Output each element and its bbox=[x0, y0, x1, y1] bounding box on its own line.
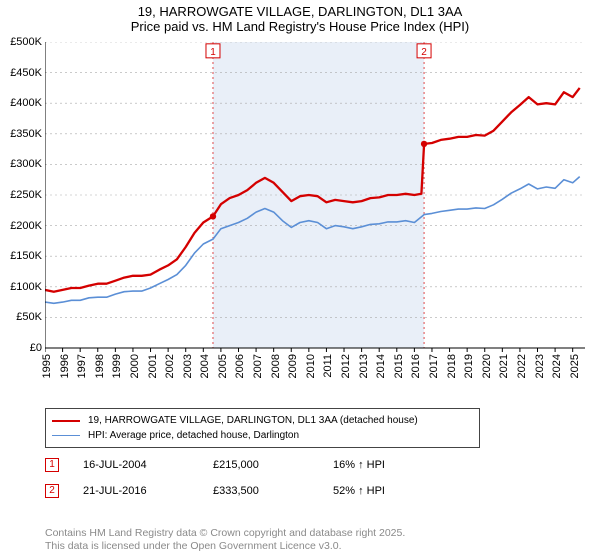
x-tick-label: 2001 bbox=[147, 354, 159, 378]
chart-svg: 12 bbox=[45, 42, 585, 382]
x-tick-label: 2023 bbox=[534, 354, 546, 378]
marker-1-icon: 1 bbox=[45, 458, 59, 472]
x-tick-label: 2025 bbox=[569, 354, 581, 378]
x-tick-label: 2018 bbox=[446, 354, 458, 378]
legend-row-2: HPI: Average price, detached house, Darl… bbox=[52, 428, 473, 443]
x-tick-label: 2006 bbox=[234, 354, 246, 378]
x-tick-label: 2005 bbox=[217, 354, 229, 378]
attribution-line-1: Contains HM Land Registry data © Crown c… bbox=[45, 527, 405, 541]
x-tick-label: 2009 bbox=[287, 354, 299, 378]
y-tick-label: £300K bbox=[0, 158, 42, 170]
transaction-row-1: 1 16-JUL-2004 £215,000 16% ↑ HPI bbox=[45, 452, 453, 478]
x-tick-label: 2017 bbox=[428, 354, 440, 378]
x-tick-label: 2021 bbox=[498, 354, 510, 378]
y-tick-label: £100K bbox=[0, 281, 42, 293]
x-tick-label: 2022 bbox=[516, 354, 528, 378]
x-tick-label: 2011 bbox=[322, 354, 334, 378]
title-line-1: 19, HARROWGATE VILLAGE, DARLINGTON, DL1 … bbox=[0, 4, 600, 19]
x-tick-label: 1999 bbox=[111, 354, 123, 378]
title-line-2: Price paid vs. HM Land Registry's House … bbox=[0, 19, 600, 34]
x-tick-label: 1996 bbox=[59, 354, 71, 378]
transaction-1-price: £215,000 bbox=[213, 459, 333, 471]
transaction-2-date: 21-JUL-2016 bbox=[83, 485, 213, 497]
y-tick-label: £450K bbox=[0, 67, 42, 79]
x-tick-label: 2012 bbox=[340, 354, 352, 378]
y-tick-label: £150K bbox=[0, 250, 42, 262]
x-tick-label: 2003 bbox=[182, 354, 194, 378]
x-tick-label: 2008 bbox=[270, 354, 282, 378]
transaction-row-2: 2 21-JUL-2016 £333,500 52% ↑ HPI bbox=[45, 478, 453, 504]
y-tick-label: £500K bbox=[0, 36, 42, 48]
x-tick-label: 1998 bbox=[94, 354, 106, 378]
legend-swatch-blue bbox=[52, 435, 80, 436]
marker-2-icon: 2 bbox=[45, 484, 59, 498]
legend: 19, HARROWGATE VILLAGE, DARLINGTON, DL1 … bbox=[45, 408, 480, 448]
x-tick-label: 2016 bbox=[410, 354, 422, 378]
x-tick-label: 2004 bbox=[199, 354, 211, 378]
chart-plot-area: 12 bbox=[45, 42, 585, 382]
transaction-1-pct: 16% ↑ HPI bbox=[333, 459, 453, 471]
transaction-2-pct: 52% ↑ HPI bbox=[333, 485, 453, 497]
attribution: Contains HM Land Registry data © Crown c… bbox=[45, 527, 405, 554]
x-tick-label: 2007 bbox=[252, 354, 264, 378]
x-tick-label: 2000 bbox=[129, 354, 141, 378]
y-tick-label: £350K bbox=[0, 128, 42, 140]
legend-swatch-red bbox=[52, 420, 80, 422]
x-tick-label: 1995 bbox=[41, 354, 53, 378]
y-tick-label: £250K bbox=[0, 189, 42, 201]
y-tick-label: £200K bbox=[0, 220, 42, 232]
y-tick-label: £400K bbox=[0, 97, 42, 109]
x-tick-label: 2024 bbox=[551, 354, 563, 378]
transaction-2-price: £333,500 bbox=[213, 485, 333, 497]
chart-title: 19, HARROWGATE VILLAGE, DARLINGTON, DL1 … bbox=[0, 0, 600, 36]
svg-text:1: 1 bbox=[210, 47, 216, 58]
x-tick-label: 2014 bbox=[375, 354, 387, 378]
x-tick-label: 2002 bbox=[164, 354, 176, 378]
x-tick-label: 2019 bbox=[463, 354, 475, 378]
x-tick-label: 2020 bbox=[481, 354, 493, 378]
legend-row-1: 19, HARROWGATE VILLAGE, DARLINGTON, DL1 … bbox=[52, 413, 473, 428]
transactions-table: 1 16-JUL-2004 £215,000 16% ↑ HPI 2 21-JU… bbox=[45, 452, 453, 504]
x-tick-label: 2013 bbox=[358, 354, 370, 378]
svg-text:2: 2 bbox=[421, 47, 427, 58]
y-tick-label: £0 bbox=[0, 342, 42, 354]
legend-label-1: 19, HARROWGATE VILLAGE, DARLINGTON, DL1 … bbox=[88, 413, 418, 428]
x-tick-label: 1997 bbox=[76, 354, 88, 378]
x-tick-label: 2010 bbox=[305, 354, 317, 378]
attribution-line-2: This data is licensed under the Open Gov… bbox=[45, 540, 405, 554]
transaction-1-date: 16-JUL-2004 bbox=[83, 459, 213, 471]
x-tick-label: 2015 bbox=[393, 354, 405, 378]
y-tick-label: £50K bbox=[0, 311, 42, 323]
legend-label-2: HPI: Average price, detached house, Darl… bbox=[88, 428, 299, 443]
